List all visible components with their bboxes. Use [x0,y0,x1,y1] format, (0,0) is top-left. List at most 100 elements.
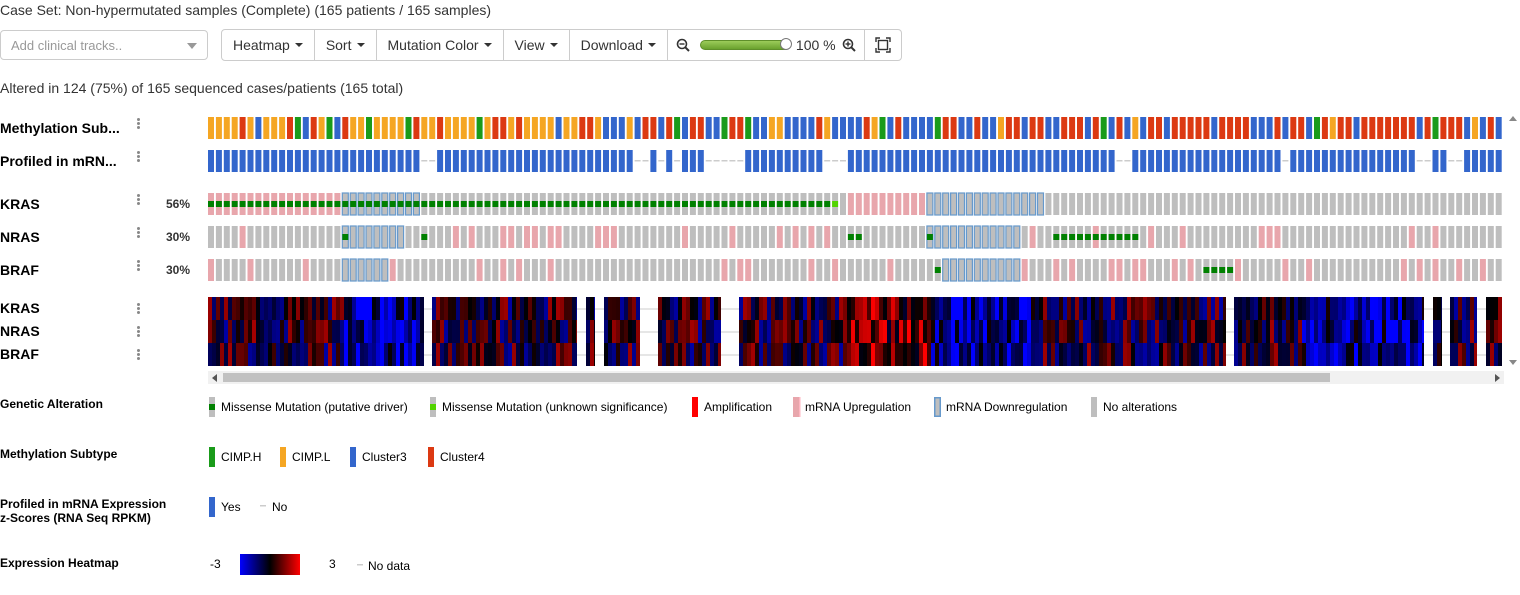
mutation-mark [603,201,609,207]
braf-cell [1171,259,1178,281]
nras-cell [919,226,925,248]
track-menu-icon[interactable] [137,151,141,163]
nras-cell [1456,226,1463,248]
scroll-right-icon[interactable] [1495,374,1500,382]
methylation-cell [863,117,870,139]
track-label-methylation[interactable]: Methylation Sub... [0,120,120,136]
track-label-profiled[interactable]: Profiled in mRN... [0,153,117,169]
zoom-slider[interactable] [699,38,792,50]
heatmap-cell [468,297,472,320]
heatmap-cell [224,297,228,320]
heatmap-cell [690,343,694,366]
profiled-cell-yes [1329,150,1336,172]
braf-cell [863,259,870,281]
zoom-in-icon[interactable] [842,38,856,52]
methylation-cell [847,117,854,139]
heatmap-cell [1019,343,1023,366]
heatmap-cell [420,297,424,320]
heatmap-cell [1211,343,1215,366]
heatmap-cell [1123,297,1127,320]
nras-cell [658,226,665,248]
kras-cell [1242,193,1249,215]
methylation-cell [1124,117,1131,139]
heatmap-cell [1203,320,1207,343]
heatmap-cell [1191,297,1195,320]
methylation-cell [421,117,428,139]
profiled-cell-yes [926,150,933,172]
track-menu-icon[interactable] [137,118,141,130]
heatmap-cell [1187,297,1191,320]
mutation-color-button[interactable]: Mutation Color [377,30,504,60]
heatmap-cell [304,297,308,320]
track-menu-icon[interactable] [137,194,141,206]
nras-cell [357,225,365,249]
scroll-left-icon[interactable] [212,374,217,382]
heatmap-cell [1147,343,1151,366]
heatmap-cell [544,297,548,320]
heatmap-cell [1047,320,1051,343]
mutation-mark [563,201,570,207]
track-label-nras[interactable]: NRAS [0,229,40,245]
track-menu-icon[interactable] [137,303,141,315]
profiled-cell-yes [271,150,278,172]
kras-cell [1487,193,1494,215]
heatmap-cell [775,343,779,366]
heatmap-cell [364,297,368,320]
methylation-cell [1242,117,1249,139]
oncoprint-canvas[interactable] [0,0,1520,370]
scroll-up-icon[interactable] [1509,116,1517,121]
scroll-down-icon[interactable] [1509,360,1517,365]
sort-button[interactable]: Sort [315,30,377,60]
caret-down-icon [549,43,558,47]
heatmap-cell [823,297,827,320]
zoom-value[interactable]: 100 % [795,37,836,53]
braf-track [208,258,1502,282]
track-label-kras[interactable]: KRAS [0,196,40,212]
track-menu-icon[interactable] [137,326,141,338]
heatmap-cell [1354,297,1358,320]
fit-to-screen-button[interactable] [865,30,901,60]
profiled-cell-yes [215,150,222,172]
heatmap-cell [436,297,440,320]
heatmap-cell [907,320,911,343]
heatmap-label-braf[interactable]: BRAF [0,346,39,362]
mutation-mark [555,201,562,207]
mutation-mark [279,201,286,207]
kras-track [208,192,1502,216]
mutation-mark [1077,234,1083,240]
profiled-cell-no [642,160,649,162]
track-menu-icon[interactable] [137,260,141,272]
heatmap-cell [891,297,895,320]
heatmap-cell [512,297,516,320]
braf-cell [1116,259,1123,281]
clinical-tracks-input[interactable] [11,38,181,53]
zoom-out-icon[interactable] [676,38,690,52]
heatmap-cell [344,320,348,343]
view-button[interactable]: View [504,30,570,60]
heatmap-button[interactable]: Heatmap [222,30,315,60]
braf-cell [1084,259,1091,281]
horizontal-scrollbar[interactable] [208,371,1504,384]
heatmap-label-kras[interactable]: KRAS [0,300,40,316]
zoom-slider-thumb[interactable] [779,38,792,50]
track-menu-icon[interactable] [137,227,141,239]
clinical-tracks-select[interactable] [0,30,208,60]
heatmap-cell [911,320,915,343]
profiled-track [208,150,1502,172]
heatmap-cell [452,343,456,366]
braf-cell [824,259,831,281]
heatmap-cell [544,320,548,343]
kras-cell [926,192,934,216]
track-label-braf[interactable]: BRAF [0,262,39,278]
track-menu-icon[interactable] [137,349,141,361]
download-button[interactable]: Download [570,30,668,60]
braf-cell [500,259,507,281]
profiled-cell-no [721,160,728,162]
heatmap-cell [935,320,939,343]
heatmap-label-nras[interactable]: NRAS [0,323,40,339]
profiled-cell-yes [508,150,515,172]
heatmap-cell [524,297,528,320]
heatmap-cell [324,297,328,320]
heatmap-cell [240,297,244,320]
scrollbar-thumb[interactable] [223,373,1330,382]
